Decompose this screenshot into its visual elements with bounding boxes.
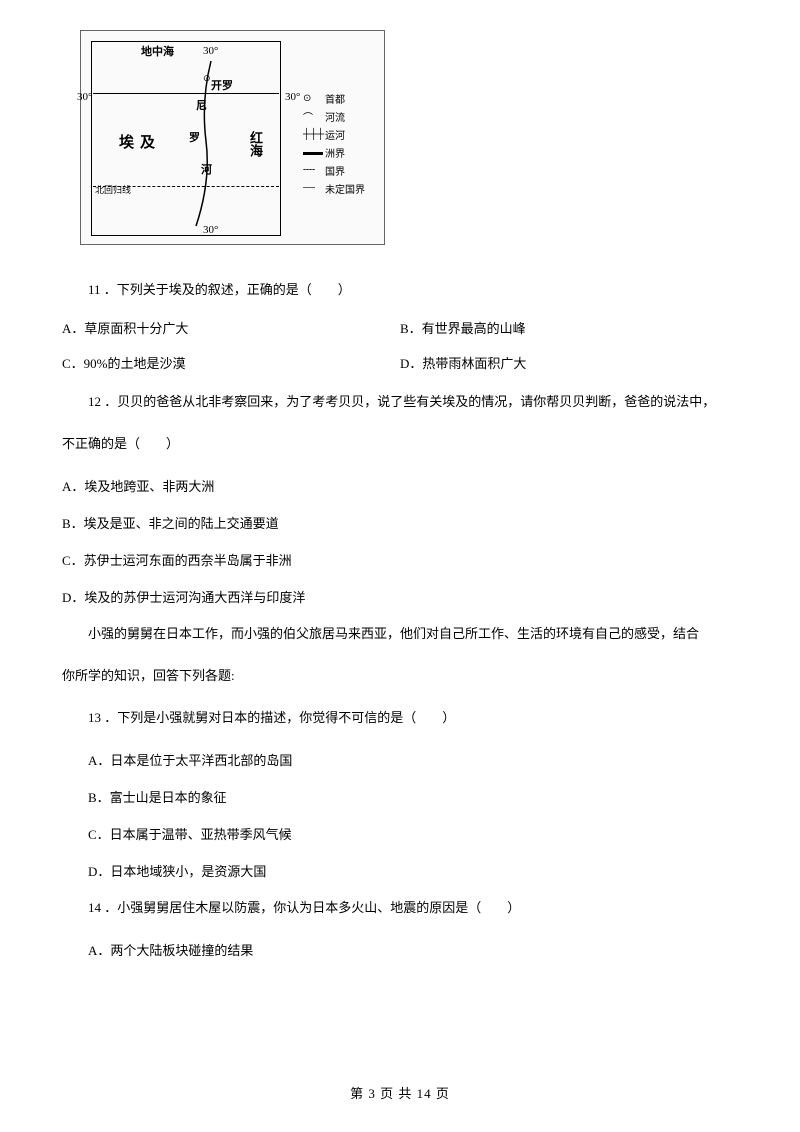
q12-option-a: A．埃及地跨亚、非两大洲 [62, 469, 738, 504]
egypt-map: 地中海 30° 30° 30° 开罗 ⊙ 尼 罗 河 埃及 红海 北回归线 30… [80, 30, 385, 245]
map-country-label: 埃及 [119, 131, 161, 152]
q13-option-d: D．日本地域狭小，是资源大国 [62, 854, 738, 889]
q13-option-b: B．富士山是日本的象征 [62, 780, 738, 815]
q11-option-b: B．有世界最高的山峰 [400, 315, 738, 342]
legend-river: ⌒河流 [303, 109, 345, 124]
page-footer: 第 3 页 共 14 页 [0, 1083, 800, 1102]
q12-option-d: D．埃及的苏伊士运河沟通大西洋与印度洋 [62, 580, 738, 615]
legend-country: ╌╌国界 [303, 163, 345, 178]
q11-text: 11 ．下列关于埃及的叙述，正确的是（ ） [62, 273, 738, 307]
q12-option-c: C．苏伊士运河东面的西奈半岛属于非洲 [62, 543, 738, 578]
legend-capital: ⊙首都 [303, 91, 345, 106]
q12-option-b: B．埃及是亚、非之间的陆上交通要道 [62, 506, 738, 541]
q14-text: 14 ．小强舅舅居住木屋以防震，你认为日本多火山、地震的原因是（ ） [62, 891, 738, 925]
q11-option-c: C．90%的土地是沙漠 [62, 350, 400, 377]
q13-option-c: C．日本属于温带、亚热带季风气候 [62, 817, 738, 852]
map-lat-left: 30° [77, 91, 92, 103]
map-redsea-label: 红海 [246, 131, 265, 157]
q11-options-row2: C．90%的土地是沙漠 D．热带雨林面积广大 [62, 350, 738, 377]
legend-undefined: ┄┄未定国界 [303, 181, 365, 196]
legend-canal: ┼┼┼运河 [303, 127, 345, 142]
map-figure: 地中海 30° 30° 30° 开罗 ⊙ 尼 罗 河 埃及 红海 北回归线 30… [80, 30, 738, 245]
legend-continent: ▬▬洲界 [303, 145, 345, 160]
map-tropic-label: 北回归线 [95, 183, 131, 196]
q11-option-d: D．热带雨林面积广大 [400, 350, 738, 377]
q13-option-a: A．日本是位于太平洋西北部的岛国 [62, 743, 738, 778]
q12-text-line2: 不正确的是（ ） [62, 427, 738, 461]
q12-text-line1: 12 ．贝贝的爸爸从北非考察回来，为了考考贝贝，说了些有关埃及的情况，请你帮贝贝… [62, 385, 738, 419]
q11-option-a: A．草原面积十分广大 [62, 315, 400, 342]
q11-options-row1: A．草原面积十分广大 B．有世界最高的山峰 [62, 315, 738, 342]
q13-text: 13 ．下列是小强就舅对日本的描述，你觉得不可信的是（ ） [62, 701, 738, 735]
map-lat-right: 30° [285, 91, 300, 103]
context13-line2: 你所学的知识，回答下列各题: [62, 659, 738, 693]
map-lon-top: 30° [203, 45, 218, 57]
q14-option-a: A．两个大陆板块碰撞的结果 [62, 933, 738, 968]
map-label-mediterranean: 地中海 [141, 43, 174, 59]
context13-line1: 小强的舅舅在日本工作，而小强的伯父旅居马来西亚，他们对自己所工作、生活的环境有自… [62, 617, 738, 651]
